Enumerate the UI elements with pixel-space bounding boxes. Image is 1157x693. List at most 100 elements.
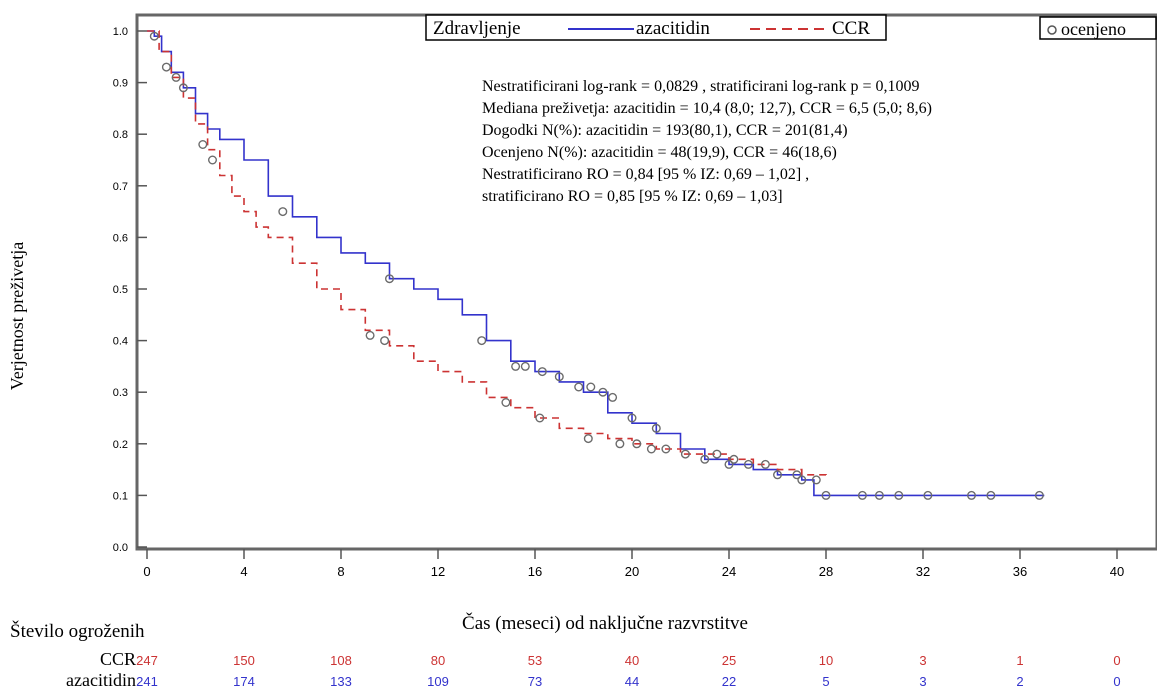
risk-value: 3 <box>919 674 926 689</box>
censor-mark-azacitidin <box>797 475 807 485</box>
censor-mark-ccr <box>583 434 593 444</box>
censor-mark-ccr <box>501 398 511 408</box>
x-tick-label: 4 <box>240 564 247 579</box>
risk-value: 10 <box>819 653 833 668</box>
censor-mark-azacitidin <box>586 382 596 392</box>
censor-mark-ccr <box>661 444 671 454</box>
censor-mark-azacitidin <box>967 490 977 500</box>
x-tick-label: 40 <box>1110 564 1124 579</box>
plot-frame <box>135 13 1157 551</box>
censor-mark-azacitidin <box>554 372 564 382</box>
x-axis-label: Čas (meseci) od naključne razvrstitve <box>462 612 748 634</box>
risk-value: 150 <box>233 653 255 668</box>
censor-mark-ccr <box>632 439 642 449</box>
legend-entry-azacitidin: azacitidin <box>636 18 710 39</box>
risk-value: 108 <box>330 653 352 668</box>
censor-mark-azacitidin <box>385 274 395 284</box>
censor-mark-ccr <box>535 413 545 423</box>
risk-value: 174 <box>233 674 255 689</box>
censor-mark-ccr <box>811 475 821 485</box>
censored-legend-icon <box>1047 25 1057 35</box>
risk-value: 25 <box>722 653 736 668</box>
censor-mark-azacitidin <box>598 387 608 397</box>
censor-mark-azacitidin <box>477 336 487 346</box>
censor-mark-azacitidin <box>627 413 637 423</box>
y-tick-label: 0.2 <box>113 439 128 451</box>
risk-value: 0 <box>1113 653 1120 668</box>
legend-entry-ccr: CCR <box>832 18 870 39</box>
censor-mark-azacitidin <box>923 490 933 500</box>
risk-value: 1 <box>1016 653 1023 668</box>
annotation-line: Mediana preživetja: azacitidin = 10,4 (8… <box>482 100 932 117</box>
annotation-line: stratificirano RO = 0,85 [95 % IZ: 0,69 … <box>482 188 783 205</box>
censor-mark-azacitidin <box>574 382 584 392</box>
censor-mark-ccr <box>646 444 656 454</box>
y-axis-label: Verjetnost preživetja <box>7 242 27 390</box>
censor-mark-ccr <box>380 336 390 346</box>
censor-mark-azacitidin <box>651 423 661 433</box>
risk-value: 5 <box>822 674 829 689</box>
censored-legend-label: ocenjeno <box>1061 19 1126 39</box>
x-tick-label: 28 <box>819 564 833 579</box>
x-tick-label: 0 <box>143 564 150 579</box>
risk-value: 247 <box>136 653 158 668</box>
y-tick-label: 0.8 <box>113 129 128 141</box>
risk-value: 53 <box>528 653 542 668</box>
legend-title: Zdravljenje <box>433 18 521 39</box>
annotation-line: Dogodki N(%): azacitidin = 193(80,1), CC… <box>482 122 848 139</box>
censor-mark-azacitidin <box>700 454 710 464</box>
censored-legend: ocenjeno <box>1039 16 1157 40</box>
censor-mark-ccr <box>365 330 375 340</box>
censor-mark-azacitidin <box>986 490 996 500</box>
censor-mark-ccr <box>712 449 722 459</box>
risk-row-label-azacitidin: azacitidin <box>66 670 136 690</box>
censor-mark-ccr <box>149 31 159 41</box>
censor-mark-azacitidin <box>821 490 831 500</box>
censor-mark-azacitidin <box>773 470 783 480</box>
censor-mark-azacitidin <box>1034 490 1044 500</box>
censored-legend-box <box>1039 16 1157 40</box>
y-tick-label: 0.3 <box>113 387 128 399</box>
censor-mark-azacitidin <box>724 459 734 469</box>
risk-value: 44 <box>625 674 639 689</box>
legend-box <box>425 14 887 41</box>
risk-value: 0 <box>1113 674 1120 689</box>
x-tick-label: 8 <box>337 564 344 579</box>
y-tick-label: 1.0 <box>113 26 128 38</box>
risk-table-title: Število ogroženih <box>10 620 145 642</box>
risk-value: 3 <box>919 653 926 668</box>
censor-mark-ccr <box>161 62 171 72</box>
x-tick-label: 16 <box>528 564 542 579</box>
censor-mark-azacitidin <box>743 459 753 469</box>
y-tick-label: 0.7 <box>113 181 128 193</box>
censor-mark-ccr <box>792 470 802 480</box>
censored-markers <box>149 31 1044 500</box>
annotation-line: Ocenjeno N(%): azacitidin = 48(19,9), CC… <box>482 144 837 161</box>
censor-mark-azacitidin <box>520 361 530 371</box>
risk-value: 73 <box>528 674 542 689</box>
y-tick-label: 0.9 <box>113 78 128 90</box>
censor-mark-azacitidin <box>894 490 904 500</box>
censor-mark-ccr <box>615 439 625 449</box>
x-tick-label: 20 <box>625 564 639 579</box>
risk-value: 133 <box>330 674 352 689</box>
x-axis: 0 4 8 12 16 20 24 28 32 36 40 <box>143 549 1124 579</box>
y-tick-label: 0.0 <box>113 542 128 554</box>
censor-mark-azacitidin <box>608 392 618 402</box>
x-tick-label: 24 <box>722 564 736 579</box>
censor-mark-ccr <box>680 449 690 459</box>
censor-mark-ccr <box>198 139 208 149</box>
censor-mark-ccr <box>207 155 217 165</box>
y-tick-label: 0.1 <box>113 490 128 502</box>
censor-mark-azacitidin <box>857 490 867 500</box>
y-tick-label: 0.5 <box>113 284 128 296</box>
x-tick-label: 32 <box>916 564 930 579</box>
y-tick-label: 0.6 <box>113 232 128 244</box>
censor-mark-ccr <box>760 459 770 469</box>
censor-mark-azacitidin <box>537 367 547 377</box>
censor-mark-azacitidin <box>278 207 288 217</box>
censor-mark-azacitidin <box>874 490 884 500</box>
risk-row-label-ccr: CCR <box>100 649 136 669</box>
censor-mark-ccr <box>729 454 739 464</box>
